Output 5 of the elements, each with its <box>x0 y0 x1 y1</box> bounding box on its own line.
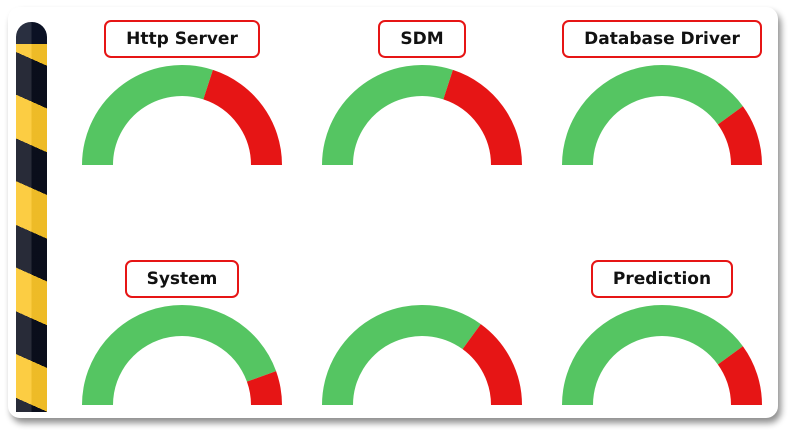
chart-title: Database Driver <box>562 20 762 58</box>
chart-title: SDM <box>378 20 466 58</box>
chart-title: System <box>124 260 240 298</box>
chart-title: Prediction <box>590 260 734 298</box>
chart-title: Http Server <box>104 20 260 58</box>
